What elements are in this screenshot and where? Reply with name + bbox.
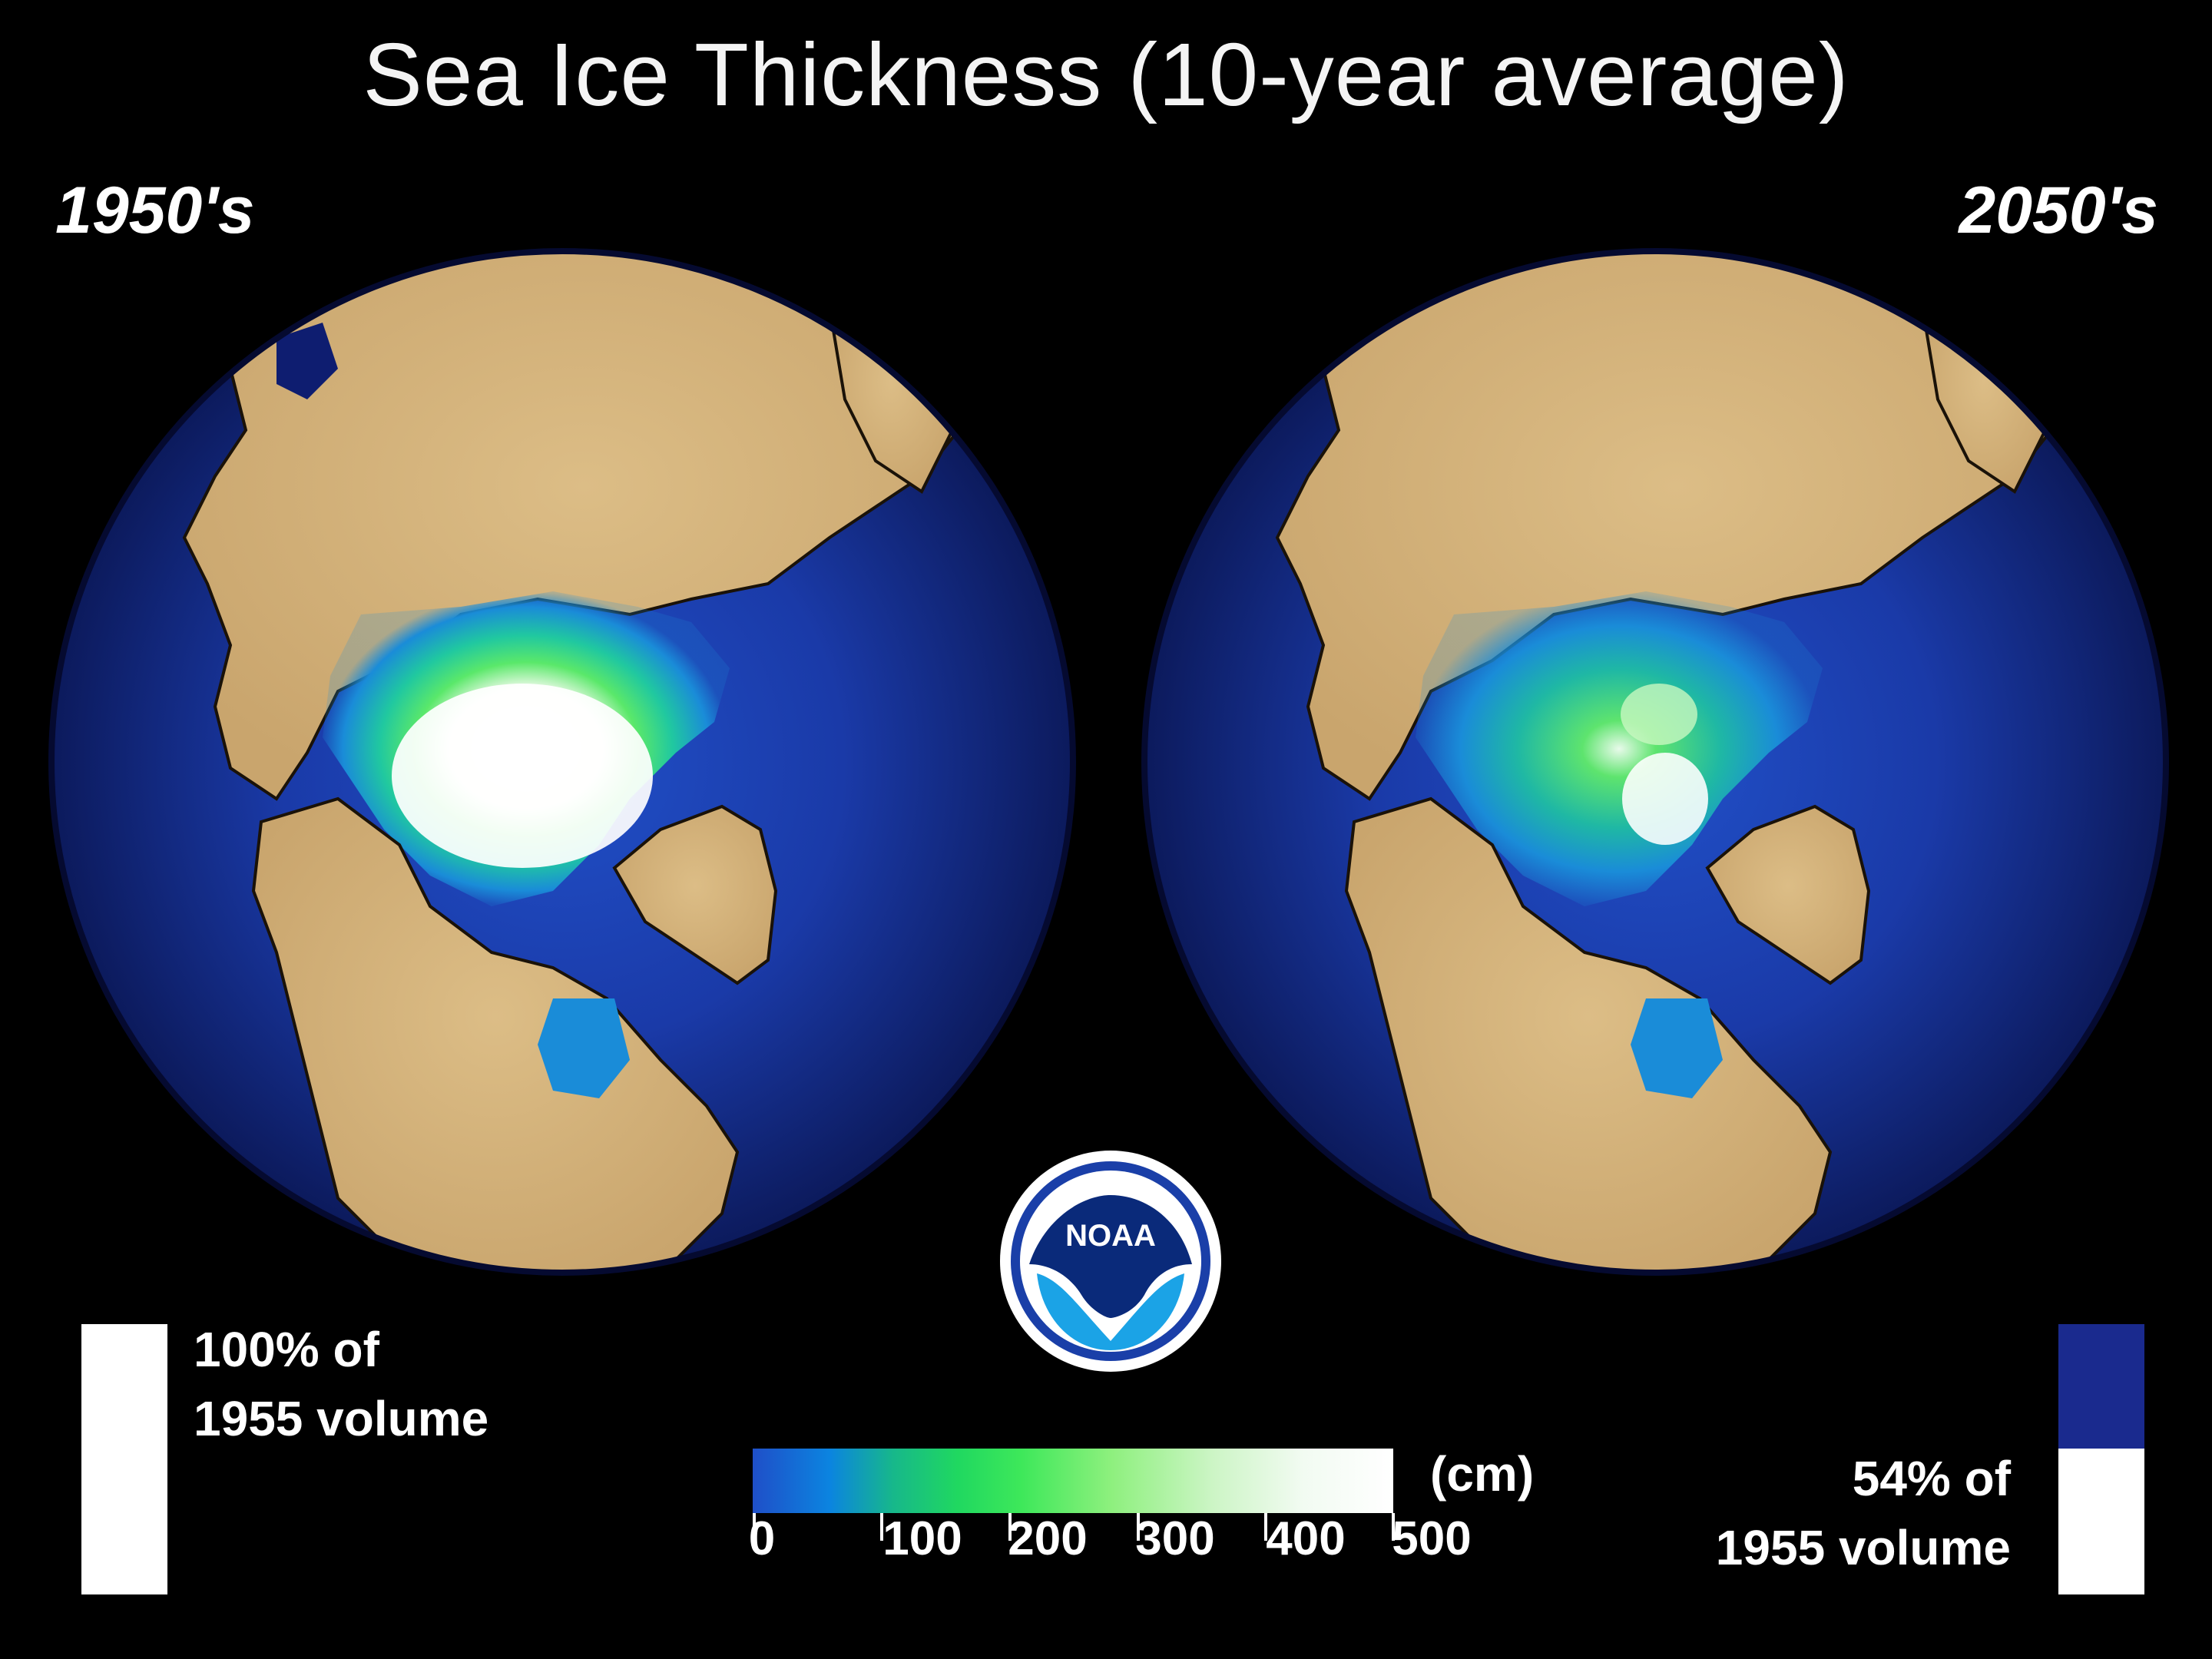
- volume-label-1950s: 100% of 1955 volume: [194, 1322, 489, 1446]
- volume-bar-2050s: [2058, 1324, 2144, 1594]
- era-label-2050s: 2050's: [1959, 174, 2158, 247]
- colorbar-tick-300: 300: [1135, 1512, 1215, 1565]
- colorbar-tick-400: 400: [1266, 1512, 1346, 1565]
- noaa-logo: NOAA: [1000, 1151, 1221, 1372]
- colorbar: [753, 1449, 1398, 1541]
- colorbar-ticks: [753, 1513, 1398, 1544]
- globe-2050s: [1144, 251, 2166, 1273]
- volume-bar-1950s: [81, 1324, 167, 1594]
- colorbar-gradient: [753, 1449, 1393, 1513]
- globe-1950s: [51, 251, 1073, 1273]
- volume-label-2050s: 54% of 1955 volume: [1715, 1451, 2011, 1575]
- map-title: Sea Ice Thickness (10-year average): [363, 25, 1849, 124]
- colorbar-tick-500: 500: [1392, 1512, 1472, 1565]
- colorbar-tick-100: 100: [882, 1512, 962, 1565]
- noaa-logo-text: NOAA: [1065, 1219, 1156, 1253]
- colorbar-unit: (cm): [1430, 1446, 1535, 1502]
- colorbar-tick-0: 0: [748, 1512, 776, 1565]
- era-label-1950s: 1950's: [55, 174, 255, 247]
- colorbar-tick-200: 200: [1008, 1512, 1088, 1565]
